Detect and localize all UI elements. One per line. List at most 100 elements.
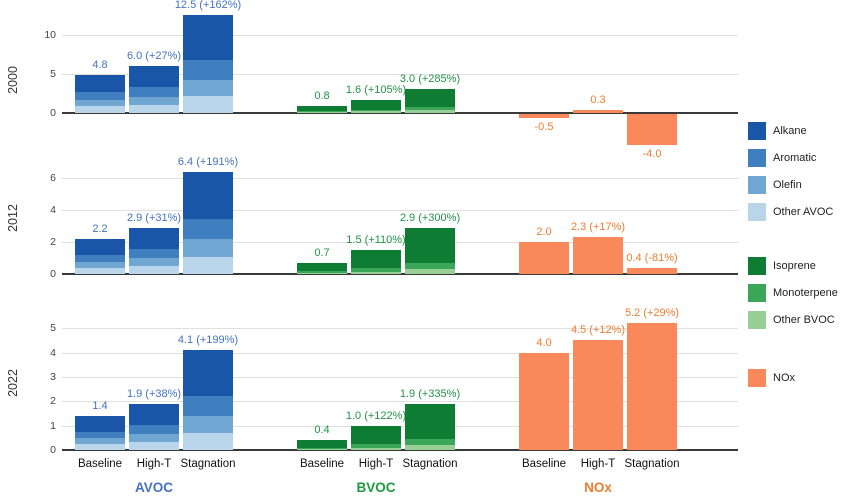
bar-nox-0 xyxy=(519,352,569,450)
x-category-label: Stagnation xyxy=(624,458,680,470)
monoterpene-swatch xyxy=(748,284,766,302)
bar-segment-other-avoc xyxy=(129,266,179,274)
year-label: 2012 xyxy=(0,162,26,274)
year-label-text: 2012 xyxy=(6,204,20,232)
x-category-label: Baseline xyxy=(299,458,345,470)
value-label: -0.5 xyxy=(534,120,554,133)
bar-segment-isoprene xyxy=(297,262,347,272)
y-tick-label: 5 xyxy=(50,322,56,335)
y-tick-label: 6 xyxy=(50,172,56,184)
bar-segment-other-bvoc xyxy=(351,447,401,450)
value-label: 1.4 xyxy=(92,399,108,412)
bar-bvoc-2 xyxy=(405,227,455,274)
bar-bvoc-0 xyxy=(297,440,347,450)
bar-nox-2 xyxy=(627,323,677,450)
bar-nox-0 xyxy=(519,113,569,118)
value-label: 0.3 xyxy=(590,94,606,107)
value-label: 1.5 (+110%) xyxy=(346,234,406,246)
bar-segment-monoterpene xyxy=(405,107,455,111)
bar-segment-olefin xyxy=(183,79,233,97)
zero-axis-line xyxy=(62,273,738,275)
bar-segment-nox xyxy=(519,113,569,118)
isoprene-swatch xyxy=(748,257,766,275)
bar-segment-alkane xyxy=(183,350,233,397)
value-label: 0.4 xyxy=(314,424,330,437)
gridline xyxy=(62,352,738,354)
legend-label: Isoprene xyxy=(773,260,816,272)
bar-segment-monoterpene xyxy=(351,109,401,112)
legend-label: Aromatic xyxy=(773,152,817,164)
value-label: 1.6 (+105%) xyxy=(345,84,407,97)
legend-item: Isoprene xyxy=(748,257,846,275)
bar-segment-monoterpene xyxy=(297,271,347,273)
bar-segment-aromatic xyxy=(75,254,125,262)
bar-segment-olefin xyxy=(129,96,179,105)
value-label: 12.5 (+162%) xyxy=(174,0,242,12)
bar-segment-other-avoc xyxy=(75,444,125,450)
bar-nox-1 xyxy=(573,237,623,274)
legend-item: Other BVOC xyxy=(748,311,846,329)
bar-segment-olefin xyxy=(183,239,233,257)
bar-segment-monoterpene xyxy=(297,111,347,113)
legend-label: NOx xyxy=(773,372,795,384)
y-tick-label: 0 xyxy=(50,268,56,280)
bar-segment-olefin xyxy=(75,438,125,445)
value-label: 5.2 (+29%) xyxy=(624,307,680,320)
bar-bvoc-1 xyxy=(351,250,401,274)
bar-segment-other-bvoc xyxy=(297,449,347,450)
bar-avoc-2 xyxy=(183,171,233,274)
y-tick-label: 5 xyxy=(50,67,56,80)
olefin-swatch xyxy=(748,176,766,194)
value-label: 4.8 xyxy=(92,59,108,72)
value-label: 2.9 (+300%) xyxy=(399,211,461,224)
value-label: 1.0 (+122%) xyxy=(345,409,407,422)
value-label: 4.1 (+199%) xyxy=(177,334,239,347)
gridline xyxy=(62,34,738,36)
bar-segment-other-bvoc xyxy=(297,272,347,274)
bar-segment-nox xyxy=(573,340,623,450)
alkane-swatch xyxy=(748,122,766,140)
nox-swatch xyxy=(748,369,766,387)
bar-segment-alkane xyxy=(129,403,179,425)
bar-segment-isoprene xyxy=(405,403,455,439)
gridline xyxy=(62,242,738,243)
value-label: 6.0 (+27%) xyxy=(126,50,182,62)
y-tick-label: 1 xyxy=(50,419,56,432)
year-label: 2022 xyxy=(0,316,26,450)
bar-segment-other-bvoc xyxy=(351,271,401,274)
x-category-label: Baseline xyxy=(521,458,567,470)
bar-segment-alkane xyxy=(183,15,233,61)
bar-segment-other-avoc xyxy=(183,432,233,450)
bar-segment-monoterpene xyxy=(405,262,455,270)
bar-bvoc-2 xyxy=(405,89,455,113)
legend-group-1: Isoprene Monoterpene Other BVOC xyxy=(748,257,846,329)
bar-avoc-1 xyxy=(129,403,179,450)
bar-segment-other-bvoc xyxy=(297,112,347,113)
bar-segment-nox xyxy=(573,110,623,113)
y-tick-label: 10 xyxy=(44,28,56,41)
value-label: 0.8 xyxy=(314,90,330,103)
value-label: 6.4 (+191%) xyxy=(177,155,239,168)
legend-group-0: Alkane Aromatic Olefin Other AVOC xyxy=(748,122,846,221)
bar-bvoc-1 xyxy=(351,425,401,450)
bar-segment-aromatic xyxy=(183,218,233,240)
legend-item: Other AVOC xyxy=(748,203,846,221)
bar-avoc-0 xyxy=(75,75,125,113)
bar-bvoc-0 xyxy=(297,106,347,113)
bar-segment-isoprene xyxy=(351,100,401,110)
bar-bvoc-2 xyxy=(405,403,455,450)
other-bvoc-swatch xyxy=(748,311,766,329)
x-category-label: High-T xyxy=(358,458,394,470)
bar-segment-olefin xyxy=(183,416,233,433)
legend-label: Alkane xyxy=(773,125,807,137)
value-label: 0.7 xyxy=(314,246,330,259)
bar-nox-1 xyxy=(573,110,623,113)
bar-segment-monoterpene xyxy=(297,447,347,449)
bar-segment-isoprene xyxy=(351,250,401,269)
value-label: 1.9 (+38%) xyxy=(126,387,182,400)
bar-nox-2 xyxy=(627,113,677,145)
bar-segment-alkane xyxy=(75,75,125,93)
bar-segment-other-bvoc xyxy=(405,110,455,113)
y-tick-label: 0 xyxy=(50,106,56,119)
bar-segment-aromatic xyxy=(75,431,125,439)
